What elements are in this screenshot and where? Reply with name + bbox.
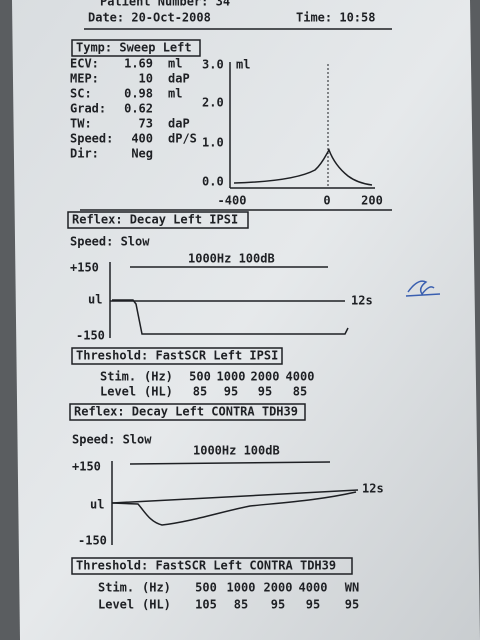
level-value: 95 bbox=[345, 598, 359, 612]
param-value: 0.62 bbox=[124, 102, 153, 116]
speed: Speed: Slow bbox=[70, 235, 150, 249]
level-value: 85 bbox=[234, 598, 248, 612]
stim-value: 1000 bbox=[227, 581, 256, 595]
row-unit: (HL) bbox=[144, 385, 173, 399]
params: ECV: 1.69 ml MEP: 10 daP SC: 0.98 ml Grad: 0.62 TW:… bbox=[70, 57, 197, 161]
stamp bbox=[405, 280, 441, 297]
level-value: 95 bbox=[258, 385, 272, 399]
y-unit: ml bbox=[236, 58, 250, 72]
reflex-curve bbox=[111, 491, 357, 526]
section-title: Reflex: Decay Left CONTRA TDH39 bbox=[74, 405, 298, 419]
param-unit: ml bbox=[168, 87, 182, 101]
param-unit: daP bbox=[168, 72, 190, 86]
x-label: -400 bbox=[218, 194, 247, 208]
param-value: Neg bbox=[131, 147, 153, 161]
y-label: -150 bbox=[78, 534, 107, 548]
level-value: 95 bbox=[271, 598, 285, 612]
baseline bbox=[111, 489, 359, 504]
param-value: 1.69 bbox=[124, 57, 153, 71]
param-value: 10 bbox=[139, 72, 153, 86]
x-label: 0 bbox=[323, 194, 330, 208]
section-box bbox=[71, 347, 283, 365]
level-value: 95 bbox=[306, 598, 320, 612]
stimulus: 1000Hz 100dB bbox=[193, 444, 280, 458]
y-label: 1.0 bbox=[202, 136, 224, 150]
param-label: MEP: bbox=[70, 72, 99, 86]
param-unit: ml bbox=[168, 57, 182, 71]
param-unit: dP/S bbox=[168, 132, 197, 146]
param-unit: daP bbox=[168, 117, 190, 131]
stim-value: WN bbox=[345, 581, 359, 595]
param-label: SC: bbox=[70, 87, 92, 101]
row-unit: (Hz) bbox=[144, 370, 173, 384]
section-title: Threshold: FastSCR Left CONTRA TDH39 bbox=[76, 559, 336, 573]
param-value: 400 bbox=[131, 132, 153, 146]
stimulus: 1000Hz 100dB bbox=[188, 252, 275, 266]
param-label: Grad: bbox=[70, 102, 106, 116]
section-box bbox=[71, 39, 201, 57]
row-label: Stim. bbox=[100, 370, 136, 384]
stim-value: 4000 bbox=[299, 581, 328, 595]
reflex-curve bbox=[112, 299, 349, 335]
param-value: 0.98 bbox=[124, 87, 153, 101]
x-label: 200 bbox=[361, 194, 383, 208]
stim-value: 2000 bbox=[264, 581, 293, 595]
stim-value: 2000 bbox=[251, 370, 280, 384]
param-value: 73 bbox=[139, 117, 153, 131]
stim-value: 1000 bbox=[217, 370, 246, 384]
param-label: ECV: bbox=[70, 57, 99, 71]
y-label: +150 bbox=[72, 460, 101, 474]
y-label: ul bbox=[90, 498, 104, 512]
section-title: Tymp: Sweep Left bbox=[76, 41, 192, 55]
threshold-table: Stim. (Hz)Level (HL)5008510009520009540008… bbox=[100, 370, 314, 399]
row-unit: (Hz) bbox=[142, 581, 171, 595]
level-value: 95 bbox=[224, 385, 238, 399]
duration: 12s bbox=[362, 482, 384, 496]
row-label: Level bbox=[98, 598, 134, 612]
param-label: TW: bbox=[70, 117, 92, 131]
time: Time: 10:58 bbox=[296, 11, 375, 25]
level-value: 85 bbox=[193, 385, 207, 399]
stim-value: 500 bbox=[195, 581, 217, 595]
y-label: +150 bbox=[70, 261, 99, 275]
row-label: Stim. bbox=[98, 581, 134, 595]
section-title: Threshold: FastSCR Left IPSI bbox=[76, 349, 278, 363]
duration: 12s bbox=[351, 294, 373, 308]
section-title: Reflex: Decay Left IPSI bbox=[72, 213, 238, 227]
stimulus-line bbox=[129, 461, 331, 465]
param-label: Speed: bbox=[70, 132, 113, 146]
param-label: Dir: bbox=[70, 147, 99, 161]
section-box bbox=[69, 403, 306, 421]
speed: Speed: Slow bbox=[72, 433, 152, 447]
section-box bbox=[71, 557, 353, 575]
stim-value: 4000 bbox=[286, 370, 315, 384]
tymp-curve bbox=[233, 148, 373, 186]
patient-number: Patient Number: 34 bbox=[100, 0, 230, 9]
paper bbox=[12, 0, 480, 640]
threshold-table: Stim. (Hz) Level (HL) 500 105 1000 85 2000 95 4000… bbox=[98, 581, 359, 612]
y-label: 2.0 bbox=[202, 96, 224, 110]
y-label: 0.0 bbox=[202, 175, 224, 189]
row-label: Level bbox=[100, 385, 136, 399]
section-box bbox=[67, 211, 249, 229]
date: Date: 20-Oct-2008 bbox=[88, 11, 211, 25]
stim-value: 500 bbox=[189, 370, 211, 384]
level-value: 105 bbox=[195, 598, 217, 612]
y-label: 3.0 bbox=[202, 58, 224, 72]
level-value: 85 bbox=[293, 385, 307, 399]
y-label: ul bbox=[88, 293, 102, 307]
y-label: -150 bbox=[76, 329, 105, 343]
row-unit: (HL) bbox=[142, 598, 171, 612]
